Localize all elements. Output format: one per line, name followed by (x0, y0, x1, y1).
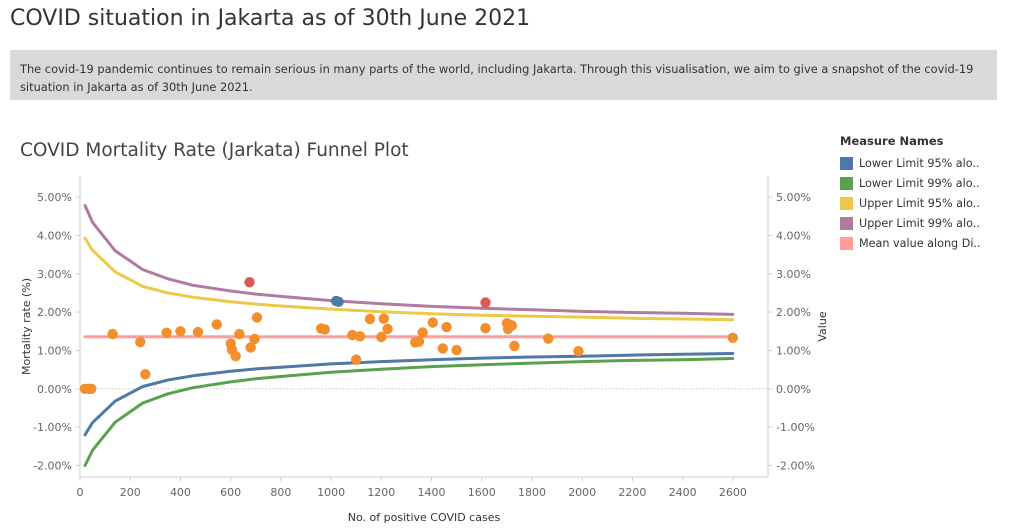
y-tick-label-right: 4.00% (776, 229, 811, 242)
y-tick-label: -1.00% (33, 421, 72, 434)
data-point[interactable] (451, 344, 462, 356)
legend-label: Mean value along Di.. (859, 236, 981, 250)
data-point[interactable] (251, 312, 263, 323)
data-point[interactable] (506, 320, 518, 331)
y-tick-label-right: -2.00% (776, 459, 815, 472)
x-tick-label: 1800 (518, 486, 546, 499)
data-point[interactable] (333, 296, 344, 307)
legend-swatch (840, 216, 853, 230)
data-point[interactable] (161, 327, 172, 338)
y-tick-label-right: 3.00% (776, 268, 811, 281)
y-tick-label: 1.00% (37, 344, 72, 357)
y-axis-title-right: Value (816, 311, 829, 341)
series-line-2 (83, 357, 735, 467)
x-tick-label: 600 (220, 486, 241, 499)
x-tick-label: 400 (170, 486, 191, 499)
y-tick-label-right: 1.00% (776, 344, 811, 357)
legend-items: Lower Limit 95% alo.. Lower Limit 99% alo… (840, 153, 1005, 253)
y-tick-label-right: 0.00% (776, 383, 811, 396)
legend-swatch (840, 196, 853, 210)
y-axis-title: Mortality rate (%) (20, 278, 33, 375)
y-tick-label: 0.00% (37, 383, 72, 396)
data-point[interactable] (543, 333, 554, 344)
data-point[interactable] (480, 297, 491, 308)
x-tick-label: 1400 (418, 486, 446, 499)
data-point[interactable] (480, 323, 491, 334)
chart-title: COVID Mortality Rate (Jarkata) Funnel Pl… (20, 140, 409, 161)
series-line-3 (83, 236, 735, 322)
data-point[interactable] (140, 369, 151, 380)
series-line-4 (83, 204, 735, 316)
data-point[interactable] (441, 321, 452, 333)
x-tick-label: 2000 (568, 486, 596, 499)
legend-item[interactable]: Upper Limit 99% alo.. (840, 213, 1005, 233)
y-tick-label-right: -1.00% (776, 421, 815, 434)
x-tick-label: 1000 (317, 486, 345, 499)
legend-label: Upper Limit 95% alo.. (859, 196, 980, 210)
data-point[interactable] (378, 313, 389, 324)
data-point[interactable] (417, 327, 428, 338)
x-tick-label: 2400 (669, 486, 697, 499)
x-tick-label: 2200 (618, 486, 646, 499)
funnel-plot[interactable]: -2.00% -2.00% -1.00% -1.00% 0.00% 0.00% 1.00% 1… (0, 0, 830, 529)
y-tick-label: 5.00% (37, 191, 72, 204)
data-point[interactable] (230, 351, 241, 362)
data-point[interactable] (351, 354, 362, 365)
data-point[interactable] (364, 313, 376, 325)
data-point[interactable] (427, 317, 438, 328)
data-point[interactable] (211, 319, 222, 330)
data-point[interactable] (382, 323, 393, 335)
data-point[interactable] (135, 336, 146, 348)
data-point[interactable] (354, 331, 366, 342)
y-tick-label: 4.00% (37, 229, 72, 242)
data-point[interactable] (249, 333, 260, 345)
y-tick-label: 3.00% (37, 268, 72, 281)
y-tick-label: -2.00% (33, 459, 72, 472)
data-point[interactable] (437, 343, 448, 354)
legend-item[interactable]: Lower Limit 99% alo.. (840, 173, 1005, 193)
description-box: The covid-19 pandemic continues to remai… (10, 50, 997, 100)
y-tick-label: 2.00% (37, 306, 72, 319)
x-tick-label: 800 (270, 486, 291, 499)
x-tick-label: 2600 (719, 486, 747, 499)
y-tick-label-right: 2.00% (776, 306, 811, 319)
data-point[interactable] (175, 326, 186, 337)
data-point[interactable] (86, 383, 97, 394)
x-axis-title: No. of positive COVID cases (348, 511, 501, 524)
x-tick-label: 1600 (468, 486, 496, 499)
data-point[interactable] (509, 340, 520, 352)
legend-label: Lower Limit 95% alo.. (859, 156, 980, 170)
y-tick-label-right: 5.00% (776, 191, 811, 204)
legend-item[interactable]: Upper Limit 95% alo.. (840, 193, 1005, 213)
x-tick-label: 200 (120, 486, 141, 499)
legend: Measure Names Lower Limit 95% alo.. Lower… (840, 134, 1005, 253)
legend-item[interactable]: Mean value along Di.. (840, 233, 1005, 253)
x-tick-label: 0 (77, 486, 84, 499)
data-point[interactable] (107, 328, 118, 340)
data-point[interactable] (727, 332, 738, 343)
series-line-1 (83, 352, 735, 437)
data-point[interactable] (234, 328, 245, 340)
data-point[interactable] (319, 324, 330, 335)
legend-swatch (840, 176, 853, 190)
legend-label: Upper Limit 99% alo.. (859, 216, 980, 230)
legend-swatch (840, 156, 853, 170)
legend-label: Lower Limit 99% alo.. (859, 176, 980, 190)
legend-item[interactable]: Lower Limit 95% alo.. (840, 153, 1005, 173)
data-point[interactable] (192, 326, 204, 338)
data-point[interactable] (573, 346, 584, 357)
data-point[interactable] (413, 336, 425, 347)
data-point[interactable] (244, 277, 255, 288)
data-point[interactable] (376, 331, 387, 343)
legend-title: Measure Names (840, 134, 944, 148)
legend-swatch (840, 236, 853, 250)
data-point[interactable] (245, 342, 256, 353)
page-title: COVID situation in Jakarta as of 30th Ju… (10, 6, 531, 31)
x-tick-label: 1200 (367, 486, 395, 499)
